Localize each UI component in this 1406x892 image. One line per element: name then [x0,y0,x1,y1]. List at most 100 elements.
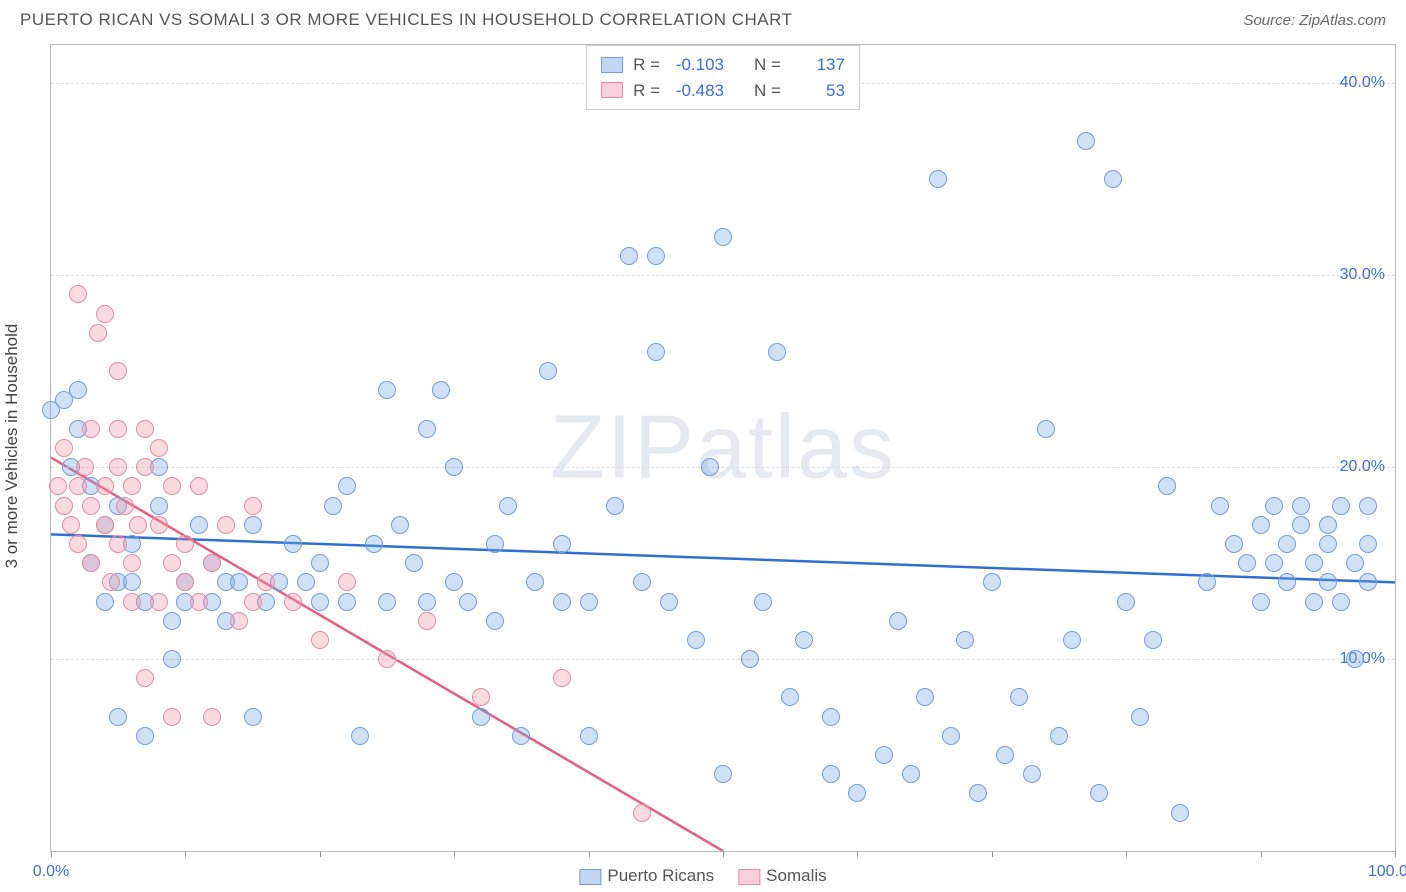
gridline [51,659,1395,660]
xtick [454,851,455,857]
plot-area: ZIPatlas 10.0%20.0%30.0%40.0%0.0%100.0% [51,45,1395,851]
scatter-point [136,420,154,438]
scatter-point [795,631,813,649]
scatter-point [203,708,221,726]
chart-header: PUERTO RICAN VS SOMALI 3 OR MORE VEHICLE… [0,0,1406,36]
trend-lines [51,45,1395,851]
scatter-point [942,727,960,745]
scatter-point [512,727,530,745]
scatter-point [714,228,732,246]
xtick-label: 100.0% [1368,863,1406,881]
scatter-point [109,362,127,380]
y-axis-label: 3 or more Vehicles in Household [2,324,22,569]
ytick-label: 20.0% [1340,458,1385,476]
scatter-point [109,458,127,476]
scatter-point [102,573,120,591]
scatter-point [190,477,208,495]
scatter-point [203,554,221,572]
scatter-point [150,439,168,457]
scatter-point [1319,573,1337,591]
scatter-point [96,305,114,323]
scatter-point [1265,554,1283,572]
scatter-point [311,593,329,611]
scatter-point [244,593,262,611]
correlation-legend: R = -0.103 N = 137 R = -0.483 N = 53 [586,45,860,110]
scatter-point [580,593,598,611]
scatter-point [1050,727,1068,745]
scatter-point [1292,497,1310,515]
scatter-point [244,497,262,515]
scatter-point [365,535,383,553]
scatter-point [129,516,147,534]
scatter-point [633,804,651,822]
legend-swatch-so [738,869,760,885]
scatter-point [62,516,80,534]
scatter-point [553,593,571,611]
scatter-point [123,573,141,591]
scatter-point [1252,516,1270,534]
R-value-so: -0.483 [670,78,724,104]
legend-row-so: R = -0.483 N = 53 [601,78,845,104]
legend-row-pr: R = -0.103 N = 137 [601,52,845,78]
scatter-point [136,669,154,687]
N-value-so: 53 [791,78,845,104]
scatter-point [338,573,356,591]
scatter-point [768,343,786,361]
scatter-point [1359,535,1377,553]
scatter-point [1319,535,1337,553]
scatter-point [96,593,114,611]
scatter-point [230,573,248,591]
xtick [51,851,52,857]
R-label: R = [633,52,660,78]
legend-swatch-pr [601,57,623,73]
scatter-point [472,688,490,706]
chart-title: PUERTO RICAN VS SOMALI 3 OR MORE VEHICLE… [20,10,793,30]
scatter-point [1023,765,1041,783]
chart-area: ZIPatlas 10.0%20.0%30.0%40.0%0.0%100.0% … [50,44,1396,852]
scatter-point [244,708,262,726]
scatter-point [499,497,517,515]
scatter-point [822,765,840,783]
scatter-point [163,554,181,572]
scatter-point [445,458,463,476]
scatter-point [123,477,141,495]
scatter-point [136,458,154,476]
scatter-point [687,631,705,649]
scatter-point [82,497,100,515]
scatter-point [418,593,436,611]
scatter-point [338,593,356,611]
scatter-point [1077,132,1095,150]
scatter-point [69,535,87,553]
scatter-point [96,477,114,495]
scatter-point [714,765,732,783]
scatter-point [1037,420,1055,438]
legend-item-pr: Puerto Ricans [579,866,714,886]
scatter-point [539,362,557,380]
scatter-point [82,420,100,438]
chart-source: Source: ZipAtlas.com [1243,12,1386,29]
scatter-point [338,477,356,495]
scatter-point [445,573,463,591]
scatter-point [1090,784,1108,802]
scatter-point [418,612,436,630]
scatter-point [176,535,194,553]
scatter-point [217,516,235,534]
scatter-point [1346,650,1364,668]
scatter-point [163,612,181,630]
gridline [51,467,1395,468]
xtick [1395,851,1396,857]
legend-label-pr: Puerto Ricans [607,866,714,885]
scatter-point [459,593,477,611]
scatter-point [163,708,181,726]
scatter-point [76,458,94,476]
scatter-point [1319,516,1337,534]
scatter-point [311,631,329,649]
scatter-point [378,650,396,668]
scatter-point [391,516,409,534]
scatter-point [1225,535,1243,553]
watermark: ZIPatlas [550,397,896,500]
scatter-point [1104,170,1122,188]
scatter-point [996,746,1014,764]
scatter-point [150,497,168,515]
scatter-point [647,343,665,361]
